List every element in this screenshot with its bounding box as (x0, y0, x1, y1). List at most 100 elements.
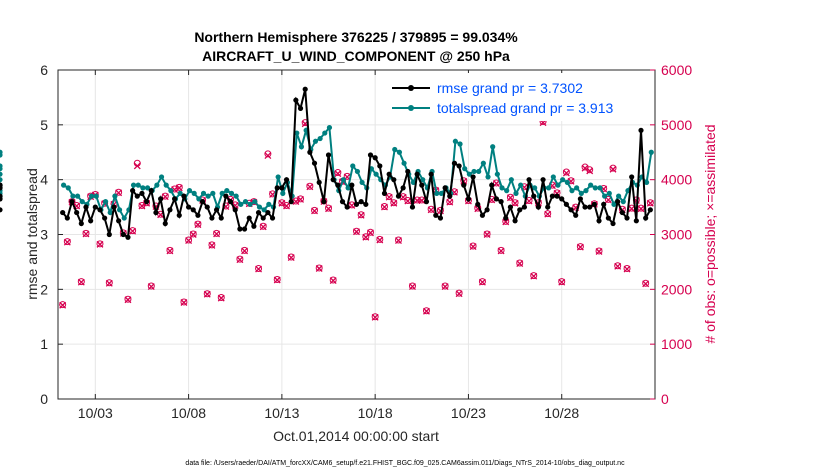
series-point-rmse (213, 207, 220, 213)
y-left-tick-label: 5 (40, 117, 48, 133)
obs-possible-point (595, 247, 603, 255)
obs-assimilated-point (418, 197, 426, 204)
series-point-rmse (363, 201, 369, 207)
series-point-rmse (83, 204, 89, 210)
x-axis-label: Oct.01,2014 00:00:00 start (273, 428, 439, 444)
obs-possible-point (273, 275, 281, 283)
series-point-rmse (162, 220, 168, 227)
x-tick-label: 10/28 (544, 405, 579, 421)
series-point-rmse (60, 209, 66, 216)
series-point-rmse (311, 160, 318, 166)
obs-assimilated-point (334, 170, 342, 178)
obs-possible-point (511, 199, 519, 207)
y-axis-left-label: rmse and totalspread (24, 168, 40, 300)
series-point-rmse (297, 105, 304, 111)
series-point-rmse (139, 190, 145, 196)
series-point-rmse (144, 199, 150, 205)
series-point-rmse (78, 220, 84, 227)
series-layer (0, 86, 654, 321)
obs-possible-point (194, 220, 202, 228)
obs-possible-point (408, 282, 416, 290)
obs-possible-point (422, 307, 430, 315)
obs-possible-point (614, 262, 622, 270)
y-left-tick-label: 3 (40, 227, 48, 243)
obs-possible-point (371, 313, 379, 321)
series-point-totalspread (294, 130, 300, 136)
series-point-rmse (629, 174, 635, 180)
series-point-totalspread (452, 138, 458, 144)
series-point-rmse (181, 193, 187, 199)
series-point-totalspread (499, 185, 505, 191)
obs-assimilated-point (381, 203, 388, 211)
series-point-totalspread (196, 196, 202, 202)
series-point-rmse (437, 215, 444, 221)
x-tick-label: 10/13 (264, 405, 299, 421)
obs-assimilated-point (273, 276, 281, 284)
legend-box (387, 73, 653, 121)
obs-possible-point (646, 199, 654, 207)
series-point-totalspread (373, 171, 379, 177)
series-point-totalspread (233, 193, 239, 199)
series-point-totalspread (513, 190, 519, 196)
series-point-rmse (461, 182, 467, 188)
obs-possible-point (530, 272, 538, 280)
chart-title-line1: Northern Hemisphere 376225 / 379895 = 99… (194, 29, 518, 45)
series-point-totalspread (560, 177, 566, 183)
series-point-totalspread (578, 190, 584, 196)
series-point-rmse (638, 127, 644, 133)
obs-assimilated-point (409, 283, 416, 291)
series-point-totalspread (588, 182, 594, 188)
series-point-rmse (423, 199, 430, 205)
series-point-totalspread (569, 188, 575, 194)
obs-assimilated-point (530, 272, 538, 280)
series-point-rmse (125, 234, 131, 240)
series-point-totalspread (0, 177, 3, 183)
series-point-rmse (447, 193, 453, 199)
series-point-rmse (615, 199, 621, 205)
series-point-totalspread (280, 190, 286, 196)
series-point-rmse (526, 177, 532, 183)
obs-possible-point (637, 204, 645, 212)
obs-possible-point (506, 193, 514, 201)
series-point-rmse (172, 196, 178, 202)
obs-possible-point (311, 206, 319, 214)
obs-possible-point (469, 242, 477, 250)
series-point-totalspread (205, 193, 211, 199)
series-point-rmse (470, 174, 476, 180)
axis-ticks: 0 1 2 3 4 5 6 0 1000 2000 3000 4000 5000 6000 10/03 10/… (40, 62, 692, 421)
series-point-rmse (288, 199, 294, 205)
series-point-rmse (535, 204, 541, 210)
series-point-rmse (69, 199, 75, 205)
obs-assimilated-point (376, 236, 384, 244)
obs-assimilated-point (217, 294, 225, 302)
series-point-rmse (246, 215, 252, 221)
obs-possible-point (576, 243, 584, 251)
series-point-rmse (517, 207, 523, 213)
series-point-rmse (232, 207, 238, 213)
obs-possible-point (287, 253, 295, 261)
obs-possible-point (105, 279, 113, 287)
series-point-totalspread (158, 174, 165, 180)
obs-assimilated-point (353, 228, 360, 236)
obs-possible-point (63, 238, 71, 246)
obs-assimilated-point (77, 278, 85, 286)
obs-assimilated-point (371, 313, 379, 321)
obs-assimilated-point (455, 290, 463, 298)
series-point-rmse (409, 204, 416, 210)
legend-rmse-marker (408, 85, 414, 91)
series-point-rmse (400, 185, 406, 191)
series-point-rmse (545, 204, 551, 210)
series-point-rmse (0, 207, 3, 213)
series-point-rmse (386, 171, 392, 177)
obs-possible-point (609, 164, 617, 172)
series-point-totalspread (238, 201, 244, 207)
obs-assimilated-point (105, 279, 113, 287)
series-point-totalspread (462, 166, 468, 172)
obs-assimilated-point (133, 162, 141, 170)
series-point-rmse (279, 185, 285, 191)
obs-assimilated-point (562, 169, 570, 177)
obs-possible-point (380, 203, 388, 211)
obs-possible-point (259, 222, 267, 230)
series-point-totalspread (326, 124, 333, 131)
obs-assimilated-point (423, 307, 430, 315)
